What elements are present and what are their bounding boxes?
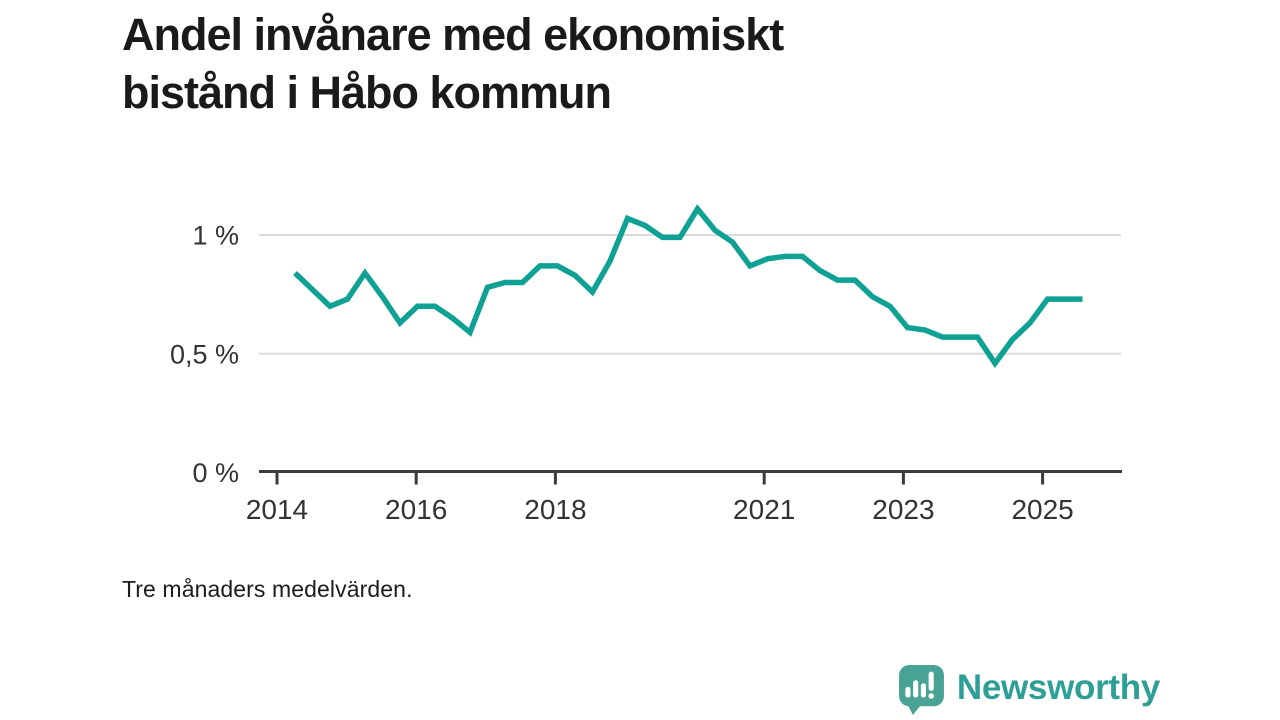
chart-title-line-2: bistånd i Håbo kommun bbox=[122, 67, 612, 118]
x-axis-ticks bbox=[275, 471, 1045, 485]
x-axis-labels: 2014 2016 2018 2021 2023 2025 bbox=[246, 494, 1074, 525]
x-tick-label: 2014 bbox=[246, 494, 308, 525]
x-tick-label: 2021 bbox=[733, 494, 795, 525]
y-tick-label: 1 % bbox=[192, 221, 239, 251]
chart-title-line-1: Andel invånare med ekonomiskt bbox=[122, 9, 784, 60]
newsworthy-logo-text: Newsworthy bbox=[956, 668, 1160, 707]
gridlines bbox=[259, 234, 1121, 355]
y-tick-label: 0,5 % bbox=[170, 339, 239, 369]
series-line bbox=[293, 204, 1083, 369]
newsworthy-logo: Newsworthy bbox=[898, 665, 1160, 716]
chart-footnote: Tre månaders medelvärden. bbox=[122, 576, 413, 602]
logo-bar-chart-glyph bbox=[905, 671, 934, 699]
x-tick-label: 2023 bbox=[872, 494, 934, 525]
chart-title: Andel invånare med ekonomiskt bistånd i H… bbox=[122, 6, 1102, 122]
y-axis-labels: 0 % 0,5 % 1 % bbox=[170, 221, 239, 489]
x-tick-label: 2016 bbox=[385, 494, 447, 525]
x-tick-label: 2025 bbox=[1011, 494, 1073, 525]
y-tick-label: 0 % bbox=[192, 458, 239, 488]
x-tick-label: 2018 bbox=[524, 494, 586, 525]
newsworthy-logo-icon bbox=[898, 665, 944, 715]
